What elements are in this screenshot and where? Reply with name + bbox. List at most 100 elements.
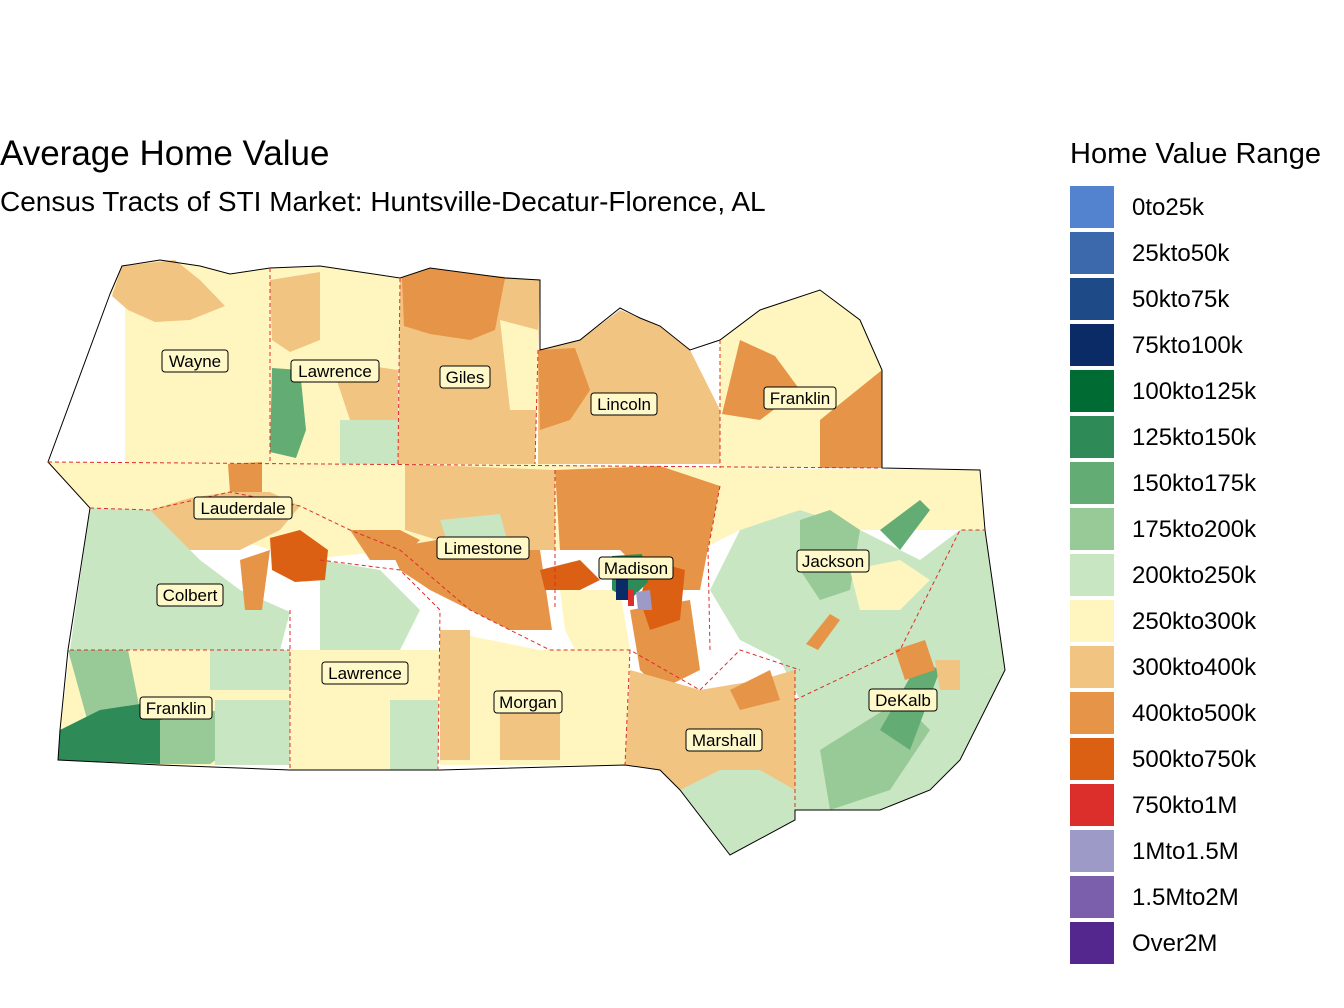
tract-area xyxy=(160,710,230,764)
county-label: Franklin xyxy=(139,696,213,720)
tract-area xyxy=(228,462,262,492)
legend-label: 400kto500k xyxy=(1132,700,1257,727)
tract-area xyxy=(405,464,555,550)
county-label-text: Franklin xyxy=(146,699,206,718)
legend-item: 300kto400k xyxy=(1070,646,1330,688)
legend-label: 1.5Mto2M xyxy=(1132,884,1239,911)
tract-area xyxy=(565,514,590,550)
tract-area xyxy=(730,670,780,710)
legend-item: 0to25k xyxy=(1070,186,1330,228)
legend-label: 200kto250k xyxy=(1132,562,1257,589)
tract-area xyxy=(850,560,930,610)
legend-swatch xyxy=(1070,462,1114,504)
legend-swatch xyxy=(1070,278,1114,320)
tract-area xyxy=(710,510,1005,700)
tract-area xyxy=(440,630,470,760)
legend-swatch xyxy=(1070,186,1114,228)
tract-area xyxy=(555,466,720,590)
county-boundary xyxy=(707,485,721,651)
legend-swatch xyxy=(1070,646,1114,688)
tract-fills xyxy=(48,260,1005,855)
legend-label: 250kto300k xyxy=(1132,608,1257,635)
legend-item: 175kto200k xyxy=(1070,508,1330,550)
tract-area xyxy=(270,368,306,458)
county-label-text: Colbert xyxy=(163,586,218,605)
legend-swatch xyxy=(1070,784,1114,826)
tract-area xyxy=(680,770,795,855)
county-label: Franklin xyxy=(763,386,837,410)
tract-area xyxy=(270,272,320,352)
county-label: Limestone xyxy=(436,536,530,560)
legend-swatch xyxy=(1070,692,1114,734)
tract-area xyxy=(390,700,438,770)
tract-area xyxy=(215,700,290,765)
legend-label: Over2M xyxy=(1132,930,1218,957)
county-label-text: DeKalb xyxy=(875,691,931,710)
legend-swatch xyxy=(1070,324,1114,366)
county-label: DeKalb xyxy=(868,688,938,712)
county-label: Lawrence xyxy=(290,359,380,383)
legend-label: 150kto175k xyxy=(1132,470,1257,497)
county-label: Wayne xyxy=(161,349,229,373)
tract-area xyxy=(500,320,538,410)
legend-title: Home Value Range xyxy=(1070,138,1321,170)
legend-item: 750kto1M xyxy=(1070,784,1330,826)
county-label-text: Giles xyxy=(446,368,485,387)
legend-item: 1Mto1.5M xyxy=(1070,830,1330,872)
tract-area xyxy=(540,560,600,590)
county-label-text: Franklin xyxy=(770,389,830,408)
legend-item: 200kto250k xyxy=(1070,554,1330,596)
tract-area xyxy=(210,650,290,690)
county-label-text: Jackson xyxy=(802,552,864,571)
tract-area xyxy=(58,704,165,764)
legend-swatch xyxy=(1070,922,1114,964)
legend-swatch xyxy=(1070,508,1114,550)
county-boundary xyxy=(624,649,631,766)
tract-area xyxy=(880,500,930,550)
county-boundaries xyxy=(47,268,985,810)
legend-item: 1.5Mto2M xyxy=(1070,876,1330,918)
legend-label: 750kto1M xyxy=(1132,792,1238,819)
legend-item: 250kto300k xyxy=(1070,600,1330,642)
tract-area xyxy=(538,310,720,464)
tract-area xyxy=(820,370,882,468)
county-labels: Wayne Lawrence Giles Lincoln Franklin La… xyxy=(139,349,938,752)
county-label-text: Madison xyxy=(604,559,668,578)
county-label: Giles xyxy=(439,365,491,389)
tract-area xyxy=(270,530,328,582)
legend-item: 25kto50k xyxy=(1070,232,1330,274)
legend-item: Over2M xyxy=(1070,922,1330,964)
legend-item: 150kto175k xyxy=(1070,462,1330,504)
county-label-text: Wayne xyxy=(169,352,221,371)
tract-area xyxy=(895,640,935,680)
county-label-text: Lauderdale xyxy=(200,499,285,518)
tract-area xyxy=(112,260,225,322)
county-label-text: Lincoln xyxy=(597,395,651,414)
tract-area xyxy=(340,420,398,464)
tract-area xyxy=(70,508,290,650)
county-label: Lawrence xyxy=(321,661,409,685)
county-label: Lincoln xyxy=(590,392,658,416)
county-label: Jackson xyxy=(796,549,870,573)
county-label: Colbert xyxy=(156,583,224,607)
legend-swatch xyxy=(1070,232,1114,274)
county-label-text: Lawrence xyxy=(298,362,372,381)
legend-swatch xyxy=(1070,876,1114,918)
legend-item: 400kto500k xyxy=(1070,692,1330,734)
county-boundary xyxy=(534,349,539,465)
legend-item: 100kto125k xyxy=(1070,370,1330,412)
tract-area xyxy=(402,268,505,340)
legend-swatch xyxy=(1070,738,1114,780)
county-boundary xyxy=(794,529,985,701)
legend-label: 75kto100k xyxy=(1132,332,1243,359)
legend-swatch xyxy=(1070,600,1114,642)
tract-area xyxy=(240,550,270,610)
legend-label: 175kto200k xyxy=(1132,516,1257,543)
county-label-text: Marshall xyxy=(692,731,756,750)
tract-area xyxy=(538,348,590,430)
county-boundary xyxy=(47,461,881,469)
legend-label: 100kto125k xyxy=(1132,378,1257,405)
tract-area xyxy=(806,614,840,650)
legend-item: 125kto150k xyxy=(1070,416,1330,458)
tract-area xyxy=(560,590,630,660)
